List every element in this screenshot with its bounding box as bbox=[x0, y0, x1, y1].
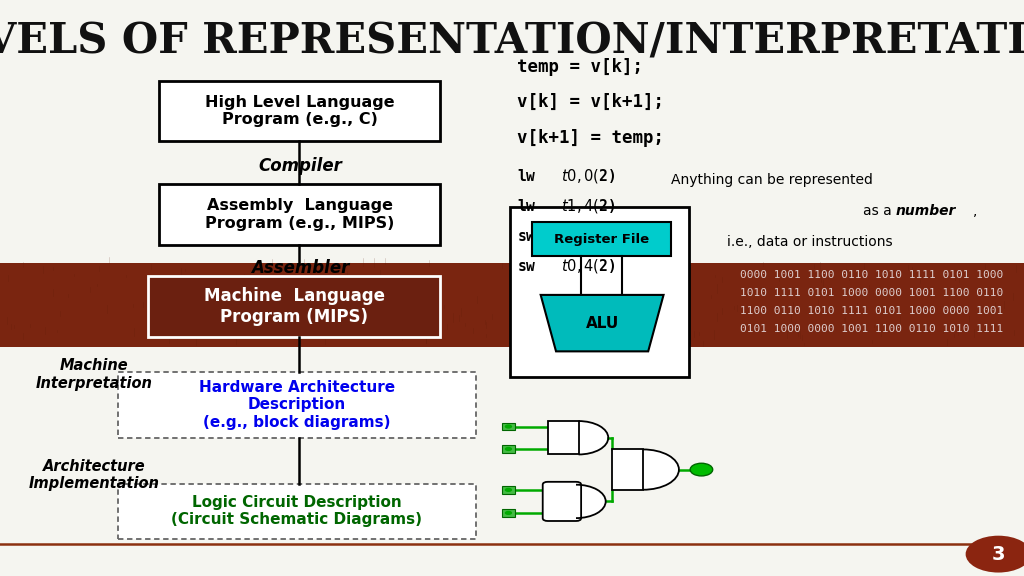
Bar bbox=[0, 263, 1024, 347]
Polygon shape bbox=[541, 295, 664, 351]
Bar bbox=[159, 184, 440, 245]
Bar bbox=[532, 222, 671, 256]
Polygon shape bbox=[643, 449, 679, 490]
Text: Logic Circuit Description
(Circuit Schematic Diagrams): Logic Circuit Description (Circuit Schem… bbox=[171, 495, 423, 528]
Bar bbox=[152, 294, 436, 300]
Text: LEVELS OF REPRESENTATION/INTERPRETATION: LEVELS OF REPRESENTATION/INTERPRETATION bbox=[0, 20, 1024, 62]
Text: Register File: Register File bbox=[554, 233, 649, 245]
Text: sw   $t0, 4($2): sw $t0, 4($2) bbox=[517, 257, 615, 275]
Text: Assembly  Language
Program (e.g., MIPS): Assembly Language Program (e.g., MIPS) bbox=[205, 198, 394, 231]
Text: 0101 1000 0000 1001 1100 0110 1010 1111: 0101 1000 0000 1001 1100 0110 1010 1111 bbox=[740, 324, 1004, 334]
Text: i.e., data or instructions: i.e., data or instructions bbox=[727, 235, 893, 249]
Circle shape bbox=[505, 425, 512, 429]
Text: High Level Language
Program (e.g., C): High Level Language Program (e.g., C) bbox=[205, 94, 394, 127]
Text: as a: as a bbox=[863, 204, 896, 218]
Bar bbox=[502, 486, 515, 494]
Text: 0000 1001 1100 0110 1010 1111 0101 1000: 0000 1001 1100 0110 1010 1111 0101 1000 bbox=[740, 270, 1004, 280]
Text: v[k] = v[k+1];: v[k] = v[k+1]; bbox=[517, 93, 665, 111]
Text: number: number bbox=[896, 204, 956, 218]
Bar bbox=[118, 484, 476, 539]
Bar bbox=[502, 509, 515, 517]
Text: temp = v[k];: temp = v[k]; bbox=[517, 58, 643, 75]
Circle shape bbox=[966, 536, 1024, 573]
Bar bbox=[159, 81, 440, 141]
Text: ALU: ALU bbox=[586, 316, 618, 331]
FancyBboxPatch shape bbox=[543, 482, 582, 521]
Text: lw   $t1, 4($2): lw $t1, 4($2) bbox=[517, 197, 615, 215]
Text: 1100 0110 1010 1111 0101 1000 0000 1001: 1100 0110 1010 1111 0101 1000 0000 1001 bbox=[740, 306, 1004, 316]
Polygon shape bbox=[575, 485, 605, 518]
Text: Assembler: Assembler bbox=[251, 259, 349, 277]
Text: Architecture
Implementation: Architecture Implementation bbox=[29, 459, 160, 491]
Circle shape bbox=[505, 447, 512, 451]
Bar bbox=[510, 207, 689, 377]
Text: lw   $t0, 0($2): lw $t0, 0($2) bbox=[517, 167, 615, 185]
Text: Machine
Interpretation: Machine Interpretation bbox=[36, 358, 153, 391]
Text: sw   $t1, 0($2): sw $t1, 0($2) bbox=[517, 227, 615, 245]
Bar bbox=[502, 423, 515, 430]
Circle shape bbox=[690, 463, 713, 476]
Text: Anything can be represented: Anything can be represented bbox=[671, 173, 872, 187]
Circle shape bbox=[505, 511, 512, 515]
Bar bbox=[118, 372, 476, 438]
Text: ,: , bbox=[973, 204, 977, 218]
Text: 1010 1111 0101 1000 0000 1001 1100 0110: 1010 1111 0101 1000 0000 1001 1100 0110 bbox=[740, 288, 1004, 298]
Bar bbox=[612, 449, 643, 490]
Bar bbox=[548, 421, 579, 454]
Bar bbox=[502, 445, 515, 453]
Text: Compiler: Compiler bbox=[258, 157, 342, 175]
Text: v[k+1] = temp;: v[k+1] = temp; bbox=[517, 129, 665, 147]
Polygon shape bbox=[579, 421, 608, 454]
Text: 3: 3 bbox=[991, 545, 1006, 563]
Circle shape bbox=[505, 488, 512, 492]
Text: Machine  Language
Program (MIPS): Machine Language Program (MIPS) bbox=[204, 287, 385, 326]
Text: Hardware Architecture
Description
(e.g., block diagrams): Hardware Architecture Description (e.g.,… bbox=[199, 380, 395, 430]
Bar bbox=[148, 276, 440, 337]
